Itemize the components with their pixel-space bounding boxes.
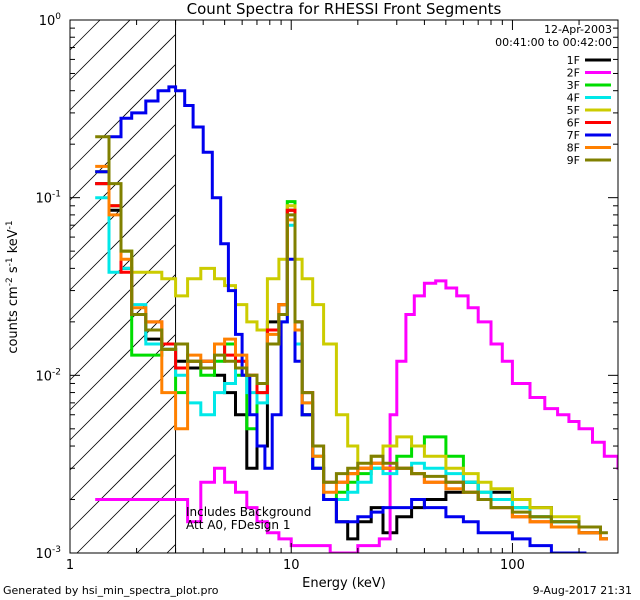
footer-timestamp: 9-Aug-2017 21:31 (533, 584, 632, 597)
legend-label-6f: 6F (567, 117, 580, 130)
hatch-line (69, 184, 176, 291)
series-layer (95, 85, 618, 553)
hatch-line (69, 34, 176, 141)
y-tick-label: 10-3 (35, 545, 61, 562)
y-label-mid: s (6, 266, 21, 277)
hatch-line (69, 304, 176, 411)
legend-label-4f: 4F (567, 92, 580, 105)
date-label: 12-Apr-2003 (544, 23, 612, 36)
y-label-sup1: -2 (5, 277, 15, 286)
legend-label-1f: 1F (567, 54, 580, 67)
y-label-end: keV (6, 229, 21, 257)
hatch-line (69, 124, 176, 231)
y-label-main: counts cm (6, 286, 21, 353)
legend-label-3f: 3F (567, 79, 580, 92)
note-background: Includes Background (186, 505, 311, 519)
y-label-sup2: -1 (5, 257, 15, 266)
y-label-sup3: -1 (5, 220, 15, 229)
series-line-5f (95, 170, 608, 541)
hatch-line (136, 514, 176, 554)
y-axis-label: counts cm-2 s-1 keV-1 (5, 220, 21, 353)
series-line-7f (95, 85, 587, 553)
series-line-1f (95, 182, 608, 541)
legend-label-5f: 5F (567, 104, 580, 117)
series-line-3f (95, 170, 608, 541)
legend-label-9f: 9F (567, 154, 580, 167)
plot-frame (69, 19, 619, 554)
x-tick-label: 100 (500, 558, 525, 573)
hatch-line (106, 484, 176, 554)
time-range-label: 00:41:00 to 00:42:00 (495, 36, 612, 49)
series-line-6f (95, 182, 608, 541)
hatch-line (69, 19, 101, 51)
hatch-line (69, 154, 176, 261)
axis-ticks: 1 10 100 10-3 10-2 10-1 100 (35, 12, 619, 573)
hatch-line (69, 19, 161, 111)
x-tick-label: 1 (66, 558, 74, 573)
hatch-line (166, 544, 176, 554)
chart-title: Count Spectra for RHESSI Front Segments (187, 0, 502, 18)
legend-label-8f: 8F (567, 142, 580, 155)
y-tick-label: 100 (39, 12, 62, 29)
hatch-line (69, 244, 176, 351)
legend-label-7f: 7F (567, 129, 580, 142)
series-line-2f (95, 279, 618, 553)
y-tick-label: 10-1 (35, 190, 61, 207)
y-tick-label: 10-2 (35, 367, 61, 384)
hatch-line (69, 394, 176, 501)
hatch-line (76, 454, 176, 554)
x-axis-label: Energy (keV) (302, 576, 386, 591)
hatch-line (69, 334, 176, 441)
series-line-9f (95, 135, 608, 535)
footer-generator: Generated by hsi_min_spectra_plot.pro (3, 584, 219, 597)
hatch-line (69, 424, 176, 531)
hatch-line (69, 274, 176, 381)
x-tick-label: 10 (283, 558, 300, 573)
hatch-line (69, 19, 131, 81)
legend-label-2f: 2F (567, 67, 580, 80)
hatch-line (69, 364, 176, 471)
attenuator-hatch-region (69, 19, 176, 554)
note-attenuator: Att A0, FDesign 1 (186, 518, 290, 532)
hatch-line (69, 94, 176, 201)
